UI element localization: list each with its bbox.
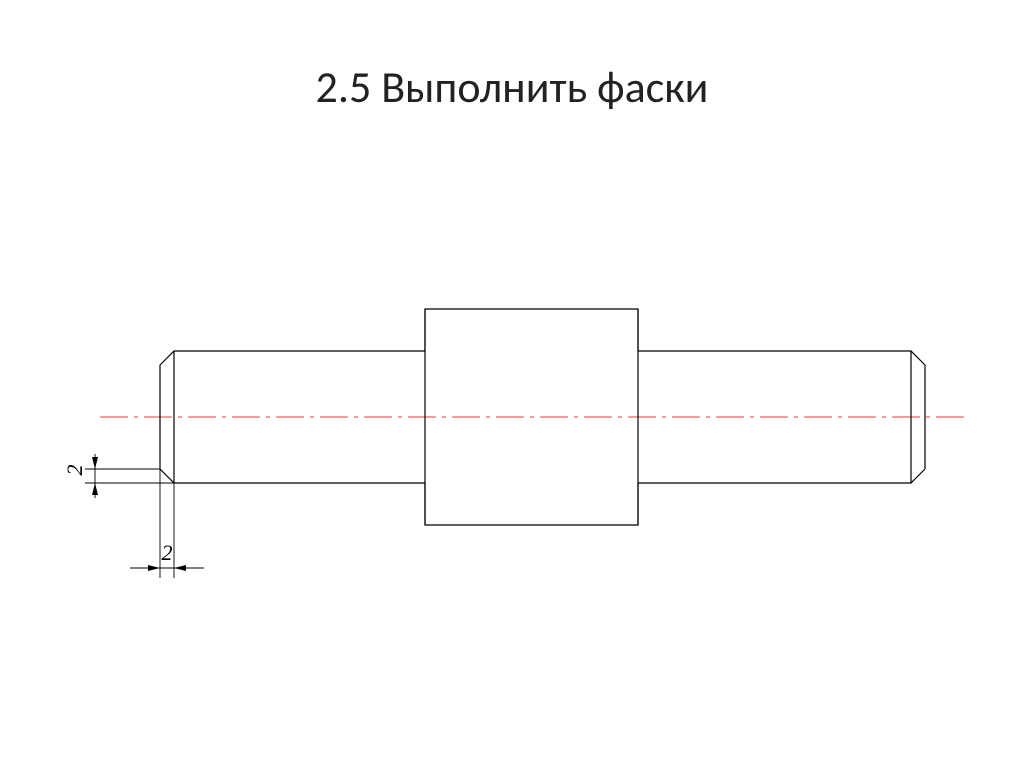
dim-h-arrow-left	[148, 565, 160, 571]
dim-v-arrow-top	[92, 457, 98, 469]
dim-v-arrow-bot	[92, 483, 98, 495]
dim-h-text: 2	[162, 540, 173, 565]
part-upper-outline	[160, 309, 925, 365]
dim-v-text: 2	[62, 465, 87, 476]
technical-drawing: 2 2	[0, 0, 1024, 767]
part-lower-outline	[160, 469, 925, 525]
dim-h-arrow-right	[174, 565, 186, 571]
